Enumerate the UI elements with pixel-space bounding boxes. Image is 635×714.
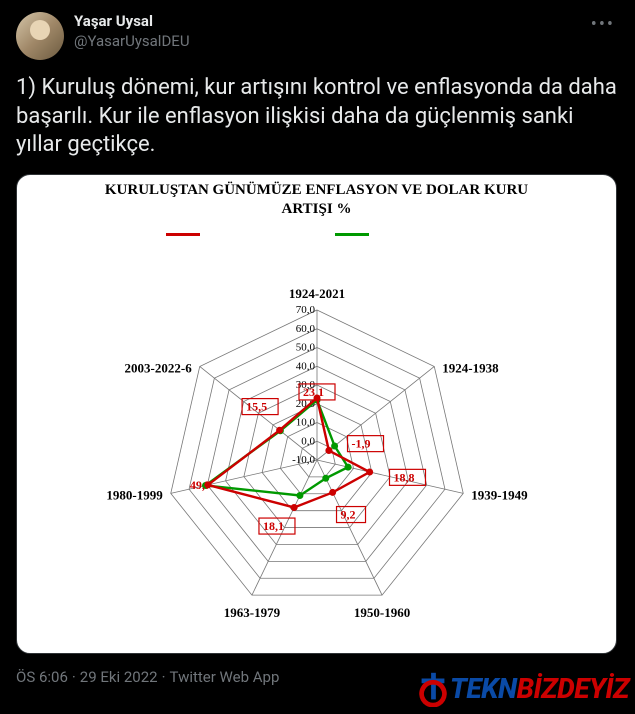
- meta-source[interactable]: Twitter Web App: [170, 668, 280, 686]
- display-name: Yaşar Uysal: [74, 12, 577, 32]
- more-icon[interactable]: •••: [587, 12, 619, 37]
- watermark: TEKNBİZDEYİZ: [414, 669, 629, 707]
- legend-label-dolar: Dolar kuru artışı: [373, 226, 467, 242]
- svg-text:40,0: 40,0: [296, 360, 316, 372]
- chart-card[interactable]: KURULUŞTAN GÜNÜMÜZE ENFLASYON VE DOLAR K…: [16, 174, 617, 654]
- svg-text:1950-1960: 1950-1960: [354, 605, 410, 620]
- meta-time: ÖS 6:06: [16, 668, 68, 686]
- chart-title-line2: ARTIŞI %: [282, 201, 352, 217]
- svg-text:1980-1999: 1980-1999: [106, 487, 163, 502]
- watermark-text-1: TEKN: [450, 672, 517, 705]
- svg-text:1924-1938: 1924-1938: [442, 360, 499, 375]
- legend-item-dolar: Dolar kuru artışı: [335, 226, 467, 242]
- chart-legend: Deflatör Enflasyonu Dolar kuru artışı: [17, 224, 616, 243]
- svg-text:50,0: 50,0: [296, 341, 316, 353]
- tweet-header: Yaşar Uysal @YasarUysalDEU •••: [16, 12, 619, 60]
- radar-svg: -10,00,010,020,030,040,050,060,070,01924…: [17, 265, 617, 654]
- svg-text:-1,9: -1,9: [352, 436, 371, 450]
- svg-text:1924-2021: 1924-2021: [289, 286, 345, 301]
- legend-label-deflator: Deflatör Enflasyonu: [204, 226, 316, 242]
- svg-text:10,0: 10,0: [296, 416, 316, 428]
- svg-text:70,0: 70,0: [296, 304, 316, 316]
- svg-text:0,0: 0,0: [301, 435, 315, 447]
- svg-text:9,2: 9,2: [341, 507, 356, 521]
- radar-wrap: -10,00,010,020,030,040,050,060,070,01924…: [17, 265, 616, 653]
- legend-swatch-deflator: [166, 233, 200, 236]
- svg-text:23,1: 23,1: [303, 385, 324, 399]
- svg-text:-10,0: -10,0: [292, 454, 315, 466]
- meta-date: 29 Eki 2022: [80, 668, 158, 686]
- svg-text:15,5: 15,5: [246, 399, 267, 413]
- svg-text:18,8: 18,8: [393, 470, 414, 484]
- chart-title-line1: KURULUŞTAN GÜNÜMÜZE ENFLASYON VE DOLAR K…: [105, 182, 528, 198]
- svg-text:18,1: 18,1: [263, 519, 284, 533]
- svg-text:1939-1949: 1939-1949: [471, 487, 528, 502]
- svg-text:1963-1979: 1963-1979: [224, 605, 281, 620]
- watermark-text-2: BİZDEYİZ: [517, 672, 629, 705]
- chart-title: KURULUŞTAN GÜNÜMÜZE ENFLASYON VE DOLAR K…: [17, 175, 616, 220]
- tweet-container: Yaşar Uysal @YasarUysalDEU ••• 1) Kurulu…: [0, 0, 635, 654]
- tweet-text: 1) Kuruluş dönemi, kur artışını kontrol …: [16, 74, 619, 160]
- user-block[interactable]: Yaşar Uysal @YasarUysalDEU: [74, 12, 577, 51]
- avatar[interactable]: [16, 12, 64, 60]
- watermark-icon: [414, 669, 452, 707]
- svg-text:2003-2022-6: 2003-2022-6: [125, 360, 193, 375]
- legend-item-deflator: Deflatör Enflasyonu: [166, 226, 316, 242]
- legend-swatch-dolar: [335, 233, 369, 236]
- svg-text:60,0: 60,0: [296, 323, 316, 335]
- svg-text:49,7: 49,7: [190, 478, 211, 492]
- user-handle: @YasarUysalDEU: [74, 32, 577, 52]
